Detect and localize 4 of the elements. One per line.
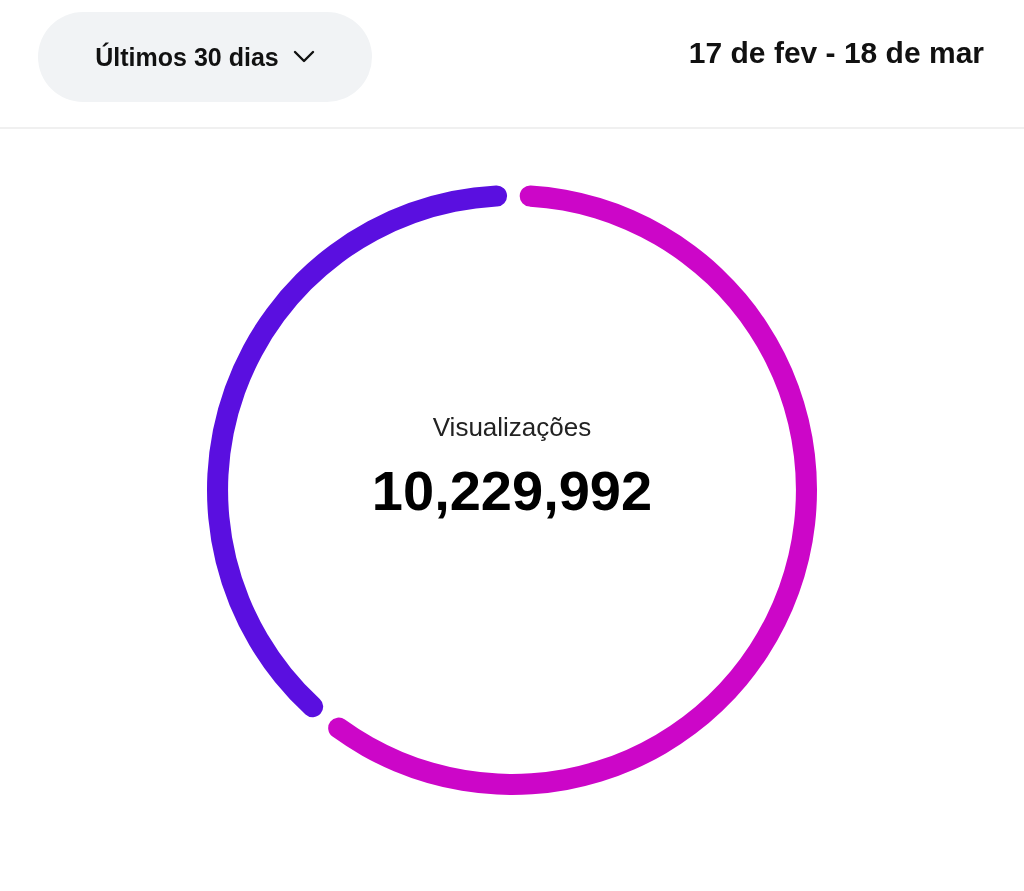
text: Últimos 30 dias bbox=[95, 42, 279, 72]
text: 10,229,992 bbox=[370, 458, 654, 523]
text: Visualizações bbox=[431, 412, 593, 443]
text: 17 de fev - 18 de mar bbox=[688, 36, 984, 70]
